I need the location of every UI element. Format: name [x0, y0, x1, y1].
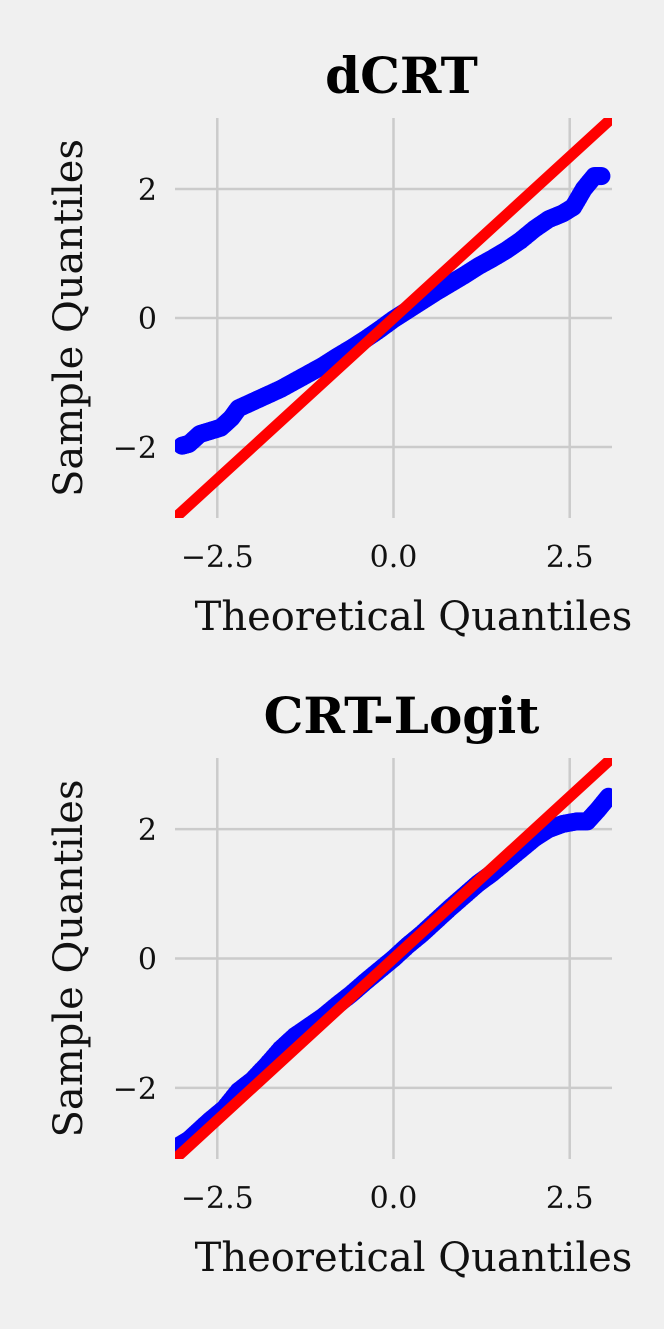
y-tick-label: 0 [138, 302, 157, 337]
x-tick-label: 2.5 [546, 1181, 594, 1216]
x-tick-label: −2.5 [181, 1181, 254, 1216]
x-tick-label: 0.0 [370, 540, 418, 575]
y-axis-label: Sample Quantiles [46, 139, 92, 497]
chart-panels: dCRT −2.5 0.0 2.5 −2 0 2 Theoretical Quantiles S… [46, 46, 632, 1281]
data-point [599, 787, 612, 806]
x-axis-label: Theoretical Quantiles [195, 1235, 633, 1281]
chart-title: dCRT [325, 46, 478, 105]
chart-panel-1: dCRT −2.5 0.0 2.5 −2 0 2 Theoretical Quantiles S… [46, 46, 632, 640]
data-point [592, 167, 611, 186]
x-tick-label: −2.5 [181, 540, 254, 575]
reference-line [175, 758, 612, 1159]
chart-panel-2: CRT-Logit −2.5 0.0 2.5 −2 0 2 Theoretical Quant… [46, 686, 632, 1281]
reference-line [175, 118, 612, 518]
chart-title: CRT-Logit [264, 686, 540, 745]
x-tick-label: 2.5 [546, 540, 594, 575]
y-tick-label: 0 [138, 943, 157, 978]
y-tick-label: 2 [138, 173, 157, 208]
y-tick-label: 2 [138, 813, 157, 848]
y-tick-label: −2 [113, 431, 157, 466]
x-axis-label: Theoretical Quantiles [195, 594, 633, 640]
y-axis-label: Sample Quantiles [46, 780, 92, 1138]
x-tick-label: 0.0 [370, 1181, 418, 1216]
y-tick-label: −2 [113, 1072, 157, 1107]
